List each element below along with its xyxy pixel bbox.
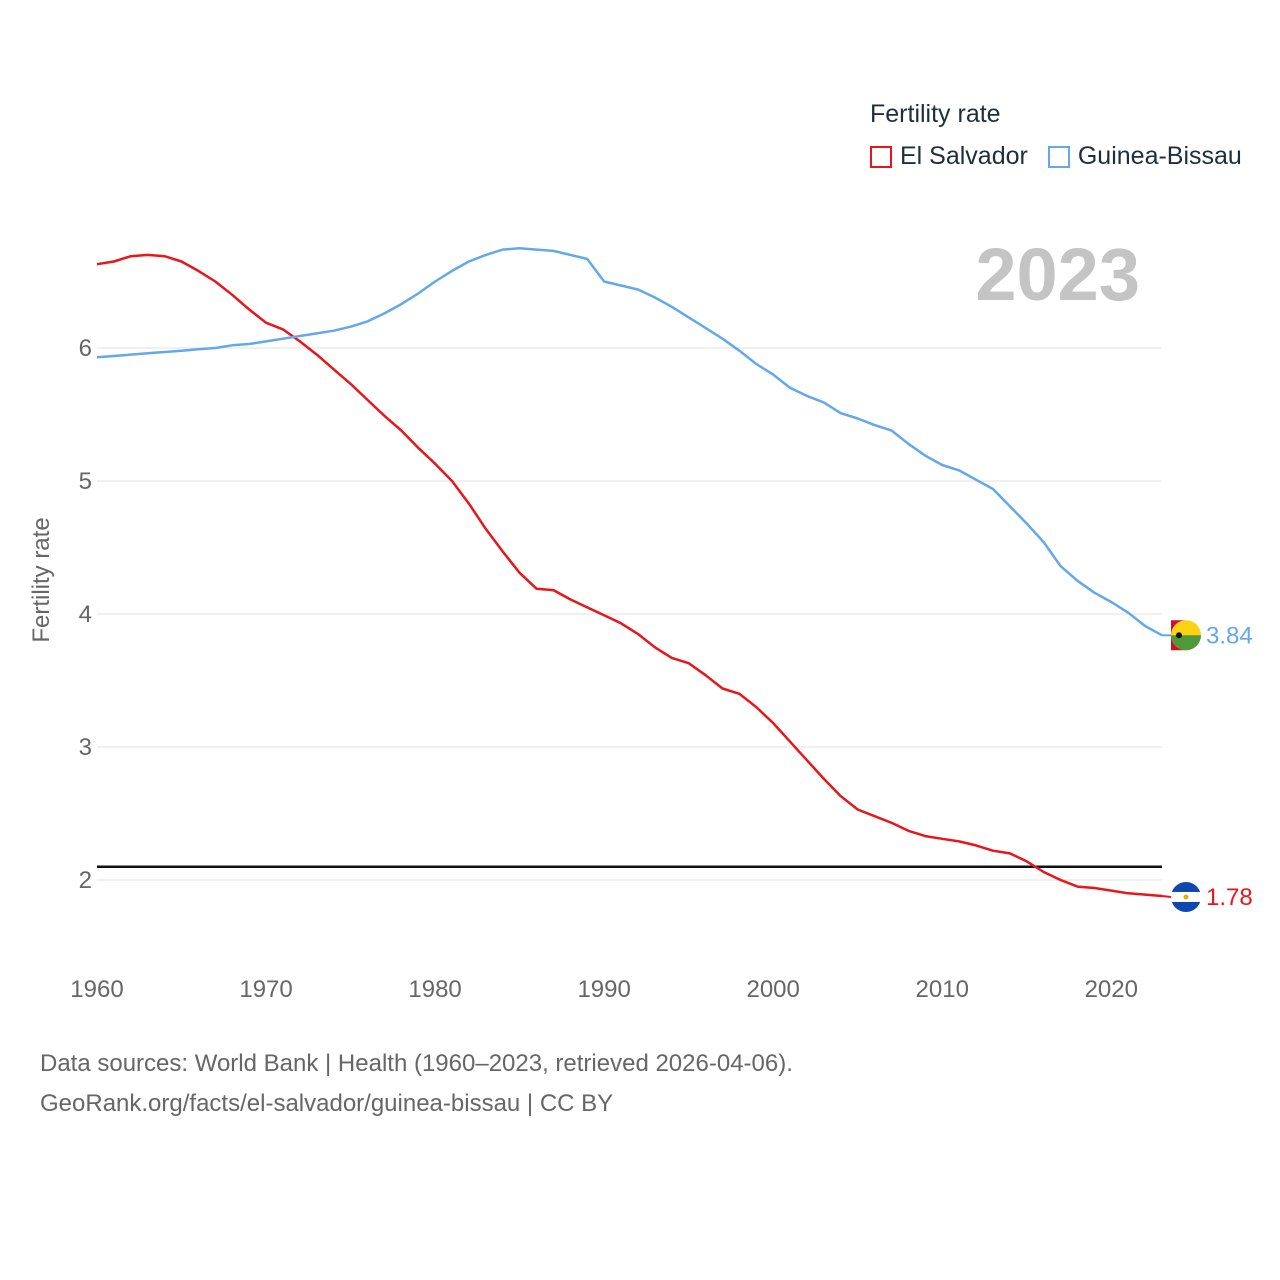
legend-swatch-guinea-bissau xyxy=(1047,145,1070,168)
end-value-label: 1.78 xyxy=(1206,884,1253,911)
y-tick-label: 2 xyxy=(79,867,92,894)
series-line-guinea-bissau xyxy=(96,247,1163,637)
y-tick-label: 3 xyxy=(79,734,92,761)
series-lines xyxy=(96,247,1163,898)
legend-label-el-salvador: El Salvador xyxy=(900,142,1028,170)
legend: El Salvador Guinea-Bissau xyxy=(870,142,1262,171)
end-value-label: 3.84 xyxy=(1206,622,1253,649)
year-label: 2023 xyxy=(975,233,1140,316)
y-tick-label: 5 xyxy=(79,468,92,495)
x-tick-label: 1970 xyxy=(239,976,292,1003)
end-markers: 1.78 3.84 xyxy=(1161,620,1253,912)
x-tick-label: 2010 xyxy=(916,976,969,1003)
legend-label-guinea-bissau: Guinea-Bissau xyxy=(1077,142,1242,170)
source-line-1: Data sources: World Bank | Health (1960–… xyxy=(40,1050,793,1077)
source-note: Data sources: World Bank | Health (1960–… xyxy=(40,1044,793,1124)
x-tick-label: 2000 xyxy=(746,976,799,1003)
x-tick-labels: 1960 1970 1980 1990 2000 2010 2020 xyxy=(70,976,1138,1003)
y-tick-labels: 2 3 4 5 6 xyxy=(79,335,92,894)
x-tick-label: 1960 xyxy=(70,976,123,1003)
flag-red xyxy=(1171,620,1186,651)
legend-item-el-salvador[interactable]: El Salvador xyxy=(870,142,1028,171)
legend-item-guinea-bissau[interactable]: Guinea-Bissau xyxy=(1047,142,1242,171)
gridlines xyxy=(97,347,1162,881)
source-line-2[interactable]: GeoRank.org/facts/el-salvador/guinea-bis… xyxy=(40,1090,614,1117)
flag-icon xyxy=(1161,881,1201,912)
y-tick-label: 6 xyxy=(79,335,92,362)
end-connector xyxy=(1161,894,1172,898)
legend-title: Fertility rate xyxy=(870,100,1001,128)
flag-emblem xyxy=(1183,894,1189,900)
legend-swatch-el-salvador xyxy=(870,145,892,168)
y-tick-label: 4 xyxy=(79,601,92,628)
series-line-el-salvador xyxy=(96,253,1163,898)
x-tick-label: 2020 xyxy=(1085,976,1138,1003)
flag-green xyxy=(1171,635,1201,651)
flag-star xyxy=(1176,632,1182,639)
x-tick-label: 1990 xyxy=(577,976,630,1003)
flag-icon xyxy=(1162,620,1201,651)
y-axis-label: Fertility rate xyxy=(28,517,55,643)
x-tick-label: 1980 xyxy=(408,976,461,1003)
